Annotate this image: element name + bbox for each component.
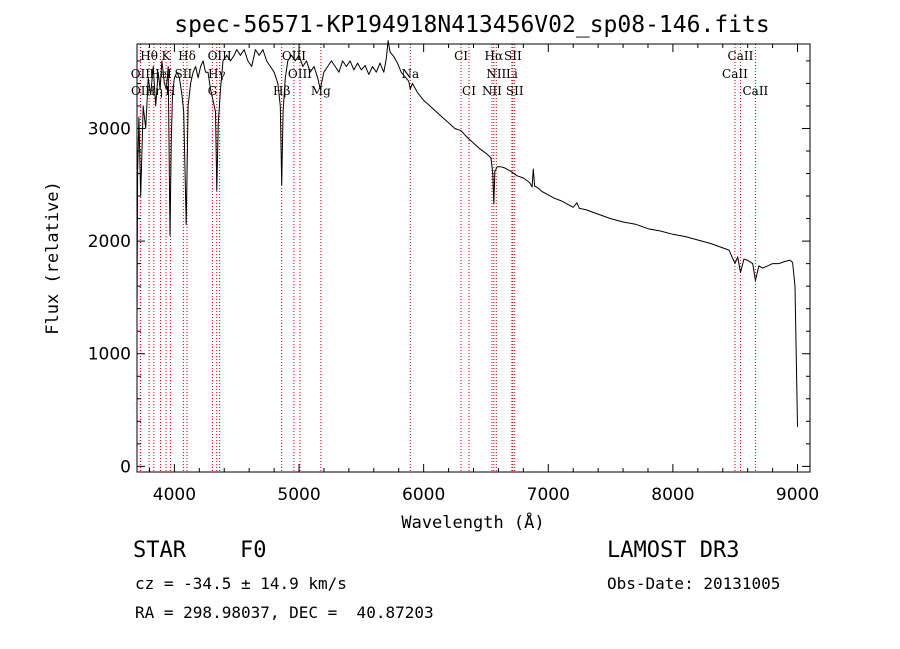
line-label: NII [486,67,506,81]
line-label: Hα [485,49,504,63]
line-label: OIII [288,67,312,81]
line-label: CI [462,84,476,98]
line-label: CaII [742,84,768,98]
axis-ticks: 4000 5000 6000 7000 8000 9000 0 1000 2000 3000 [88,44,819,505]
line-label: OII [131,84,151,98]
redshift-velocity: cz = -34.5 ± 14.9 km/s [135,574,347,593]
flux-line [136,40,798,427]
line-label: NII [482,84,502,98]
line-label: K [162,49,172,63]
x-tick-label: 6000 [402,485,445,505]
y-tick-label: 2000 [88,232,131,252]
coordinates: RA = 298.98037, DEC = 40.87203 [135,603,434,622]
line-label: CI [454,49,468,63]
flux-series [136,40,798,427]
line-label: Hδ [178,49,196,63]
x-axis-label: Wavelength (Å) [401,511,544,533]
chart-title: spec-56571-KP194918N413456V02_sp08-146.f… [174,12,769,38]
line-label: Li [506,67,518,81]
line-label: Mg [311,84,331,98]
y-tick-label: 1000 [88,345,131,365]
line-label: CaII [722,67,748,81]
x-tick-label: 8000 [651,485,694,505]
object-class: STAR [133,538,186,563]
line-label: H [165,84,175,98]
observation-date: Obs-Date: 20131005 [607,574,781,593]
y-axis-label: Flux (relative) [43,181,63,335]
line-label: OIII [208,49,232,63]
line-label: Hθ [140,49,158,63]
line-label: CaII [728,49,754,63]
y-tick-label: 3000 [88,119,131,139]
line-label: SII [506,84,524,98]
x-tick-label: 5000 [277,485,320,505]
plot-frame [136,43,811,473]
line-label: SII [504,49,522,63]
line-label: Na [401,67,419,81]
line-markers [139,44,756,472]
x-tick-label: 9000 [776,485,819,505]
line-label: Hγ [208,67,226,81]
survey-name: LAMOST DR3 [607,538,740,563]
line-label: OII [131,67,151,81]
x-tick-label: 7000 [527,485,570,505]
object-subclass: F0 [240,538,267,563]
x-tick-label: 4000 [153,485,196,505]
y-tick-label: 0 [120,457,131,477]
line-label: OIII [282,49,306,63]
line-label: G [208,84,218,98]
line-label: Hβ [273,84,290,98]
